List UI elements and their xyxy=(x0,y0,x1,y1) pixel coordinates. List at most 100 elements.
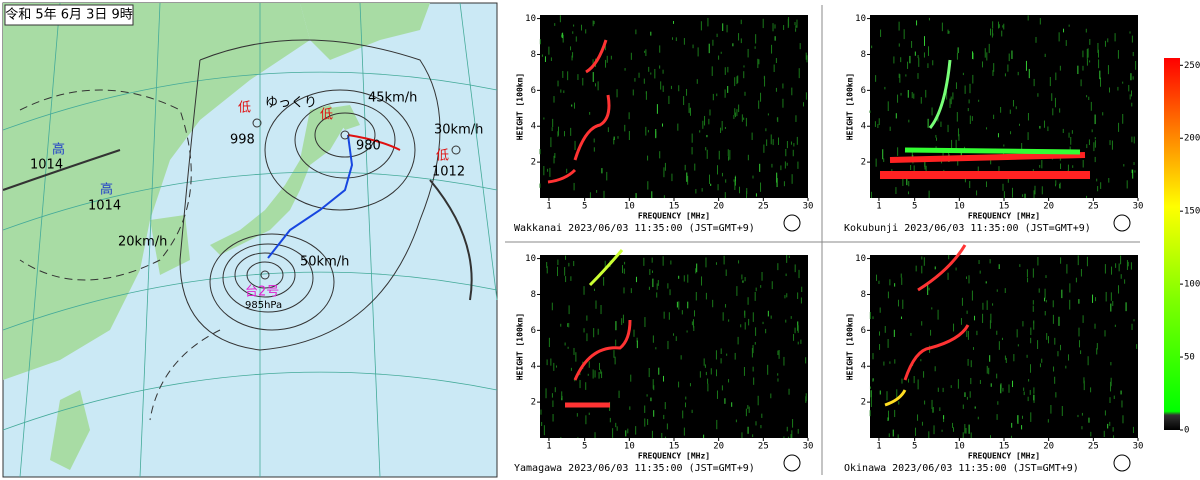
speed: ゆっくり xyxy=(265,96,317,111)
japan xyxy=(210,105,345,255)
low-label: 低 xyxy=(320,108,333,123)
x-tick-label: 20 xyxy=(1043,442,1054,452)
y-tick-label: 8 xyxy=(531,50,536,60)
x-tick-label: 15 xyxy=(669,442,680,452)
cold-front xyxy=(267,134,354,259)
x-axis-label: FREQUENCY [MHz] xyxy=(638,452,710,461)
colorbar-tick-label: 0 xyxy=(1184,426,1189,436)
trace xyxy=(917,244,967,292)
x-tick-label: 1 xyxy=(546,442,551,452)
station-name: Kokubunji xyxy=(844,223,898,234)
weather-map: 令和 5年 6月 3日 9時 高 1014 高 1014 20km/h 低 99… xyxy=(2,2,498,478)
high-label: 高 xyxy=(100,182,113,198)
station-label: Wakkanai 2023/06/03 11:35:00 (JST=GMT+9) xyxy=(514,223,755,234)
x-tick-label: 1 xyxy=(546,202,551,212)
x-tick-label: 15 xyxy=(669,202,680,212)
colorbar xyxy=(1164,58,1180,430)
x-axis-label: FREQUENCY [MHz] xyxy=(968,212,1040,221)
low-label: 低 xyxy=(436,149,449,164)
x-tick-label: 25 xyxy=(758,202,769,212)
plot-area xyxy=(540,255,808,438)
x-tick-label: 10 xyxy=(954,202,965,212)
y-tick-label: 2 xyxy=(531,398,536,408)
x-tick-label: 20 xyxy=(713,442,724,452)
timestamp: 2023/06/03 11:35:00 (JST=GMT+9) xyxy=(568,223,755,234)
map-title: 令和 5年 6月 3日 9時 xyxy=(5,8,133,23)
plot-area xyxy=(540,15,808,198)
clock-icon xyxy=(1113,214,1131,232)
trace xyxy=(903,324,970,381)
clock-icon xyxy=(783,214,801,232)
y-tick-label: 2 xyxy=(861,398,866,408)
station-label: Yamagawa 2023/06/03 11:35:00 (JST=GMT+9) xyxy=(514,463,755,474)
x-tick-label: 5 xyxy=(912,442,917,452)
y-tick-label: 6 xyxy=(531,86,536,96)
x-tick-label: 25 xyxy=(1088,202,1099,212)
plot-area xyxy=(870,255,1138,438)
y-tick-label: 10 xyxy=(525,14,536,24)
plot-area xyxy=(870,15,1138,198)
title-box xyxy=(4,4,134,26)
x-tick-label: 15 xyxy=(999,442,1010,452)
timestamp: 2023/06/03 11:35:00 (JST=GMT+9) xyxy=(892,463,1079,474)
high-label: 高 xyxy=(52,142,65,158)
y-tick-label: 4 xyxy=(861,122,866,132)
trace xyxy=(573,94,611,161)
clock-icon xyxy=(1113,454,1131,472)
speed: 20km/h xyxy=(118,235,167,250)
centers xyxy=(252,118,461,280)
typhoon-label: 台2号 xyxy=(245,285,279,300)
graticule xyxy=(2,2,498,478)
y-tick-label: 10 xyxy=(855,254,866,264)
x-tick-label: 10 xyxy=(954,442,965,452)
y-axis-label: HEIGHT [100km] xyxy=(846,73,855,140)
x-tick-label: 30 xyxy=(803,442,814,452)
x-tick-label: 1 xyxy=(876,202,881,212)
clock-icon xyxy=(783,454,801,472)
x-tick-label: 25 xyxy=(758,442,769,452)
trace xyxy=(588,249,624,287)
y-tick-label: 2 xyxy=(861,158,866,168)
speed: 30km/h xyxy=(434,123,483,138)
colorbar-tick-label: 100 xyxy=(1184,280,1200,290)
station-name: Yamagawa xyxy=(514,463,562,474)
hokkaido xyxy=(330,105,360,130)
pressure: 998 xyxy=(230,133,255,148)
y-tick-label: 4 xyxy=(531,122,536,132)
x-tick-label: 5 xyxy=(582,202,587,212)
x-tick-label: 1 xyxy=(876,442,881,452)
station-name: Okinawa xyxy=(844,463,886,474)
x-tick-label: 10 xyxy=(624,442,635,452)
trace xyxy=(884,389,907,407)
y-tick-label: 10 xyxy=(855,14,866,24)
y-tick-label: 4 xyxy=(531,362,536,372)
continent xyxy=(3,3,310,380)
x-tick-label: 10 xyxy=(624,202,635,212)
pressure: 1014 xyxy=(30,158,63,173)
station-label: Kokubunji 2023/06/03 11:35:00 (JST=GMT+9) xyxy=(844,223,1091,234)
pressure: 1012 xyxy=(432,165,465,180)
y-tick-label: 6 xyxy=(531,326,536,336)
x-tick-label: 30 xyxy=(1133,202,1144,212)
y-axis-label: HEIGHT [100km] xyxy=(516,73,525,140)
y-tick-label: 6 xyxy=(861,86,866,96)
y-tick-label: 4 xyxy=(861,362,866,372)
colorbar-tick-label: 200 xyxy=(1184,134,1200,144)
y-tick-label: 8 xyxy=(861,50,866,60)
pressure: 980 xyxy=(356,139,381,154)
colorbar-tick-label: 150 xyxy=(1184,207,1200,217)
x-tick-label: 5 xyxy=(582,442,587,452)
station-label: Okinawa 2023/06/03 11:35:00 (JST=GMT+9) xyxy=(844,463,1079,474)
trace xyxy=(585,39,608,74)
low-label: 低 xyxy=(238,101,251,116)
x-tick-label: 15 xyxy=(999,202,1010,212)
station-name: Wakkanai xyxy=(514,223,562,234)
x-axis-label: FREQUENCY [MHz] xyxy=(968,452,1040,461)
isobars xyxy=(2,39,473,421)
land xyxy=(300,3,430,60)
y-tick-label: 10 xyxy=(525,254,536,264)
pressure: 985hPa xyxy=(245,300,282,311)
trace xyxy=(573,319,632,381)
